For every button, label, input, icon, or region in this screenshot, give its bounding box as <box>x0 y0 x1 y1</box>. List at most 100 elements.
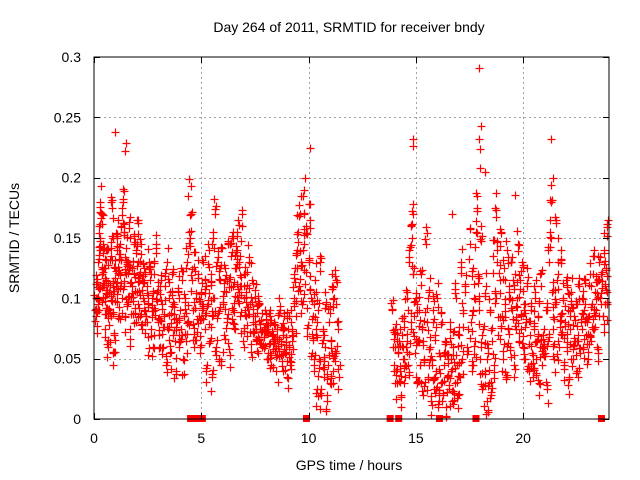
data-point <box>257 316 266 325</box>
data-point <box>197 290 206 299</box>
data-point <box>260 333 269 342</box>
data-point <box>488 324 497 333</box>
data-point <box>320 365 329 374</box>
data-point <box>424 326 433 335</box>
data-point <box>248 353 257 362</box>
data-point <box>334 325 343 334</box>
data-point <box>594 252 603 261</box>
data-point <box>115 243 124 252</box>
data-point <box>132 249 141 258</box>
data-point <box>132 318 141 327</box>
data-point <box>572 369 581 378</box>
data-point <box>482 269 491 278</box>
data-point <box>388 305 397 314</box>
y-axis-label: SRMTID / TECUs <box>6 183 22 293</box>
data-point <box>435 365 444 374</box>
data-point <box>123 302 132 311</box>
data-point <box>426 343 435 352</box>
y-tick-label: 0 <box>73 411 81 427</box>
data-point <box>102 289 111 298</box>
data-point <box>515 271 524 280</box>
data-point <box>434 279 443 288</box>
data-point <box>503 371 512 380</box>
data-point <box>451 289 460 298</box>
data-point <box>140 264 149 273</box>
data-point <box>172 323 181 332</box>
data-point <box>424 294 433 303</box>
data-point <box>391 379 400 388</box>
data-point <box>431 336 440 345</box>
data-point <box>283 314 292 323</box>
data-point <box>191 304 200 313</box>
data-point <box>107 312 116 321</box>
data-point <box>603 220 612 229</box>
data-point <box>275 294 284 303</box>
data-point <box>105 321 114 330</box>
data-point <box>261 342 270 351</box>
data-point <box>455 372 464 381</box>
data-point <box>554 234 563 243</box>
data-point <box>167 348 176 357</box>
data-point <box>468 267 477 276</box>
data-point <box>109 214 118 223</box>
data-point <box>220 287 229 296</box>
data-point <box>285 312 294 321</box>
data-point <box>306 224 315 233</box>
data-point <box>286 357 295 366</box>
data-point <box>178 371 187 380</box>
data-point <box>546 216 555 225</box>
data-point <box>573 322 582 331</box>
data-point <box>502 237 511 246</box>
data-point <box>231 325 240 334</box>
data-point <box>102 277 111 286</box>
data-point <box>586 259 595 268</box>
data-point <box>140 278 149 287</box>
data-point <box>530 282 539 291</box>
data-point <box>229 306 238 315</box>
data-point <box>426 274 435 283</box>
data-point <box>298 261 307 270</box>
data-point <box>209 234 218 243</box>
data-point <box>564 381 573 390</box>
data-point <box>202 378 211 387</box>
data-point <box>539 335 548 344</box>
data-point <box>161 296 170 305</box>
x-tick-label: 15 <box>408 430 424 446</box>
data-point <box>235 299 244 308</box>
data-point <box>150 331 159 340</box>
outlier-point <box>185 175 194 184</box>
data-point <box>422 240 431 249</box>
data-point <box>466 334 475 343</box>
outlier-point <box>448 210 457 219</box>
data-point <box>331 357 340 366</box>
data-point <box>303 332 312 341</box>
data-point <box>426 333 435 342</box>
data-point <box>251 312 260 321</box>
data-point <box>503 246 512 255</box>
data-point <box>480 402 489 411</box>
data-point <box>603 232 612 241</box>
data-point <box>187 287 196 296</box>
data-point <box>397 403 406 412</box>
outlier-point <box>301 174 310 183</box>
data-point <box>579 345 588 354</box>
data-point <box>487 388 496 397</box>
data-point <box>328 282 337 291</box>
data-point <box>98 210 107 219</box>
data-point <box>97 182 106 191</box>
data-point <box>485 295 494 304</box>
data-point <box>450 358 459 367</box>
data-point <box>126 325 135 334</box>
data-point <box>550 315 559 324</box>
data-point <box>143 318 152 327</box>
data-point <box>121 313 130 322</box>
data-point <box>112 229 121 238</box>
data-point <box>289 283 298 292</box>
data-point <box>180 356 189 365</box>
data-point <box>478 331 487 340</box>
data-point <box>415 377 424 386</box>
data-point <box>512 302 521 311</box>
data-point <box>538 266 547 275</box>
data-point <box>510 351 519 360</box>
data-point <box>324 361 333 370</box>
